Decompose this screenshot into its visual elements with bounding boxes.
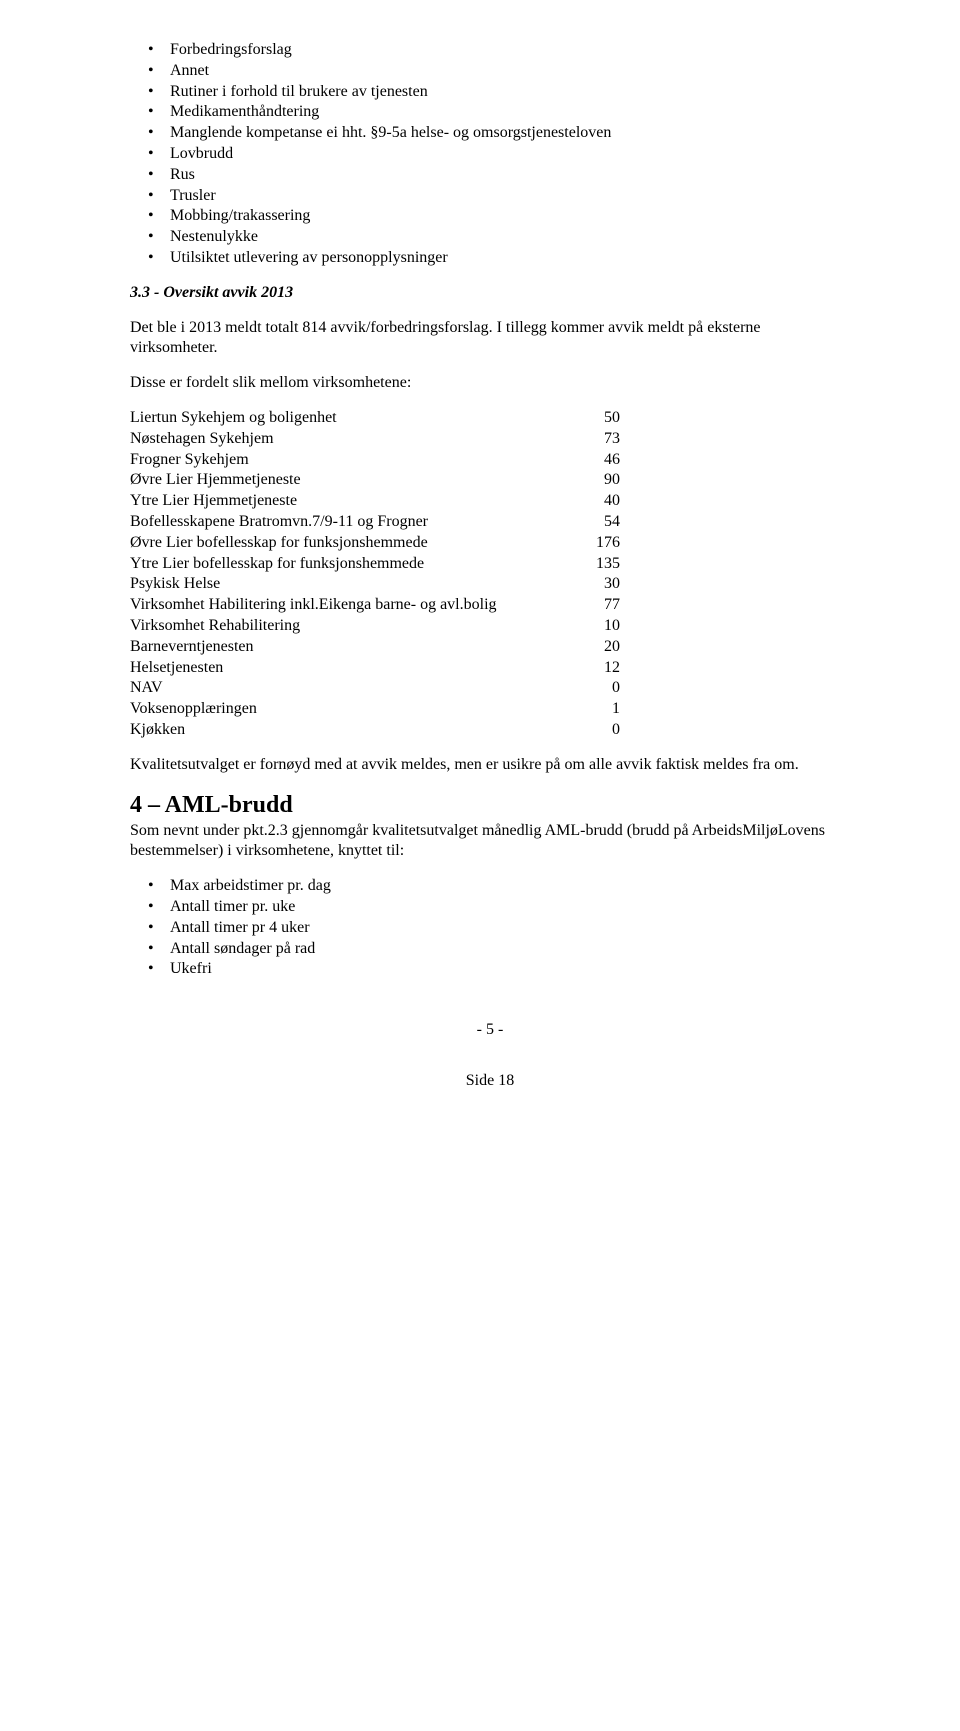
row-label: Helsetjenesten [130, 658, 560, 679]
table-row: Øvre Lier Hjemmetjeneste90 [130, 470, 850, 491]
paragraph-1: Det ble i 2013 meldt totalt 814 avvik/fo… [130, 318, 850, 360]
bullet-item: Ukefri [130, 959, 850, 980]
row-value: 20 [560, 637, 620, 658]
row-label: Barneverntjenesten [130, 637, 560, 658]
table-row: Virksomhet Rehabilitering10 [130, 616, 850, 637]
bullet-item: Mobbing/trakassering [130, 206, 850, 227]
row-label: Kjøkken [130, 720, 560, 741]
row-label: Virksomhet Rehabilitering [130, 616, 560, 637]
section-4-heading: 4 – AML-brudd [130, 790, 850, 821]
row-label: NAV [130, 678, 560, 699]
row-label: Psykisk Helse [130, 574, 560, 595]
bullet-item: Trusler [130, 186, 850, 207]
row-label: Bofellesskapene Bratromvn.7/9-11 og Frog… [130, 512, 560, 533]
table-row: Nøstehagen Sykehjem73 [130, 429, 850, 450]
table-row: NAV0 [130, 678, 850, 699]
row-value: 10 [560, 616, 620, 637]
bullet-item: Rutiner i forhold til brukere av tjenest… [130, 82, 850, 103]
bullet-item: Max arbeidstimer pr. dag [130, 876, 850, 897]
table-row: Voksenopplæringen1 [130, 699, 850, 720]
paragraph-4: Som nevnt under pkt.2.3 gjennomgår kvali… [130, 821, 850, 863]
bullet-item: Nestenulykke [130, 227, 850, 248]
table-row: Frogner Sykehjem46 [130, 450, 850, 471]
table-row: Øvre Lier bofellesskap for funksjonshemm… [130, 533, 850, 554]
row-label: Voksenopplæringen [130, 699, 560, 720]
bullet-item: Annet [130, 61, 850, 82]
bullet-item: Utilsiktet utlevering av personopplysnin… [130, 248, 850, 269]
row-value: 46 [560, 450, 620, 471]
row-label: Liertun Sykehjem og boligenhet [130, 408, 560, 429]
table-row: Liertun Sykehjem og boligenhet50 [130, 408, 850, 429]
row-label: Frogner Sykehjem [130, 450, 560, 471]
row-value: 50 [560, 408, 620, 429]
row-value: 77 [560, 595, 620, 616]
row-label: Øvre Lier bofellesskap for funksjonshemm… [130, 533, 560, 554]
paragraph-3: Kvalitetsutvalget er fornøyd med at avvi… [130, 755, 850, 776]
row-label: Ytre Lier Hjemmetjeneste [130, 491, 560, 512]
table-row: Helsetjenesten12 [130, 658, 850, 679]
row-value: 30 [560, 574, 620, 595]
bullet-item: Lovbrudd [130, 144, 850, 165]
table-row: Bofellesskapene Bratromvn.7/9-11 og Frog… [130, 512, 850, 533]
table-row: Ytre Lier Hjemmetjeneste40 [130, 491, 850, 512]
page-footer: - 5 - Side 18 [130, 1020, 850, 1092]
bullet-item: Forbedringsforslag [130, 40, 850, 61]
row-label: Virksomhet Habilitering inkl.Eikenga bar… [130, 595, 560, 616]
row-label: Ytre Lier bofellesskap for funksjonshemm… [130, 554, 560, 575]
table-row: Psykisk Helse30 [130, 574, 850, 595]
footer-page-outer: Side 18 [130, 1071, 850, 1092]
row-value: 0 [560, 678, 620, 699]
row-value: 135 [560, 554, 620, 575]
table-row: Virksomhet Habilitering inkl.Eikenga bar… [130, 595, 850, 616]
bullet-item: Antall søndager på rad [130, 939, 850, 960]
bullet-list-bottom: Max arbeidstimer pr. dagAntall timer pr.… [130, 876, 850, 980]
section-3-3-heading: 3.3 - Oversikt avvik 2013 [130, 283, 850, 304]
row-value: 0 [560, 720, 620, 741]
row-value: 176 [560, 533, 620, 554]
row-value: 40 [560, 491, 620, 512]
table-row: Kjøkken0 [130, 720, 850, 741]
bullet-item: Medikamenthåndtering [130, 102, 850, 123]
paragraph-2: Disse er fordelt slik mellom virksomhete… [130, 373, 850, 394]
table-row: Barneverntjenesten20 [130, 637, 850, 658]
row-value: 73 [560, 429, 620, 450]
avvik-table: Liertun Sykehjem og boligenhet50Nøstehag… [130, 408, 850, 741]
bullet-item: Manglende kompetanse ei hht. §9-5a helse… [130, 123, 850, 144]
row-label: Øvre Lier Hjemmetjeneste [130, 470, 560, 491]
bullet-item: Antall timer pr. uke [130, 897, 850, 918]
bullet-item: Rus [130, 165, 850, 186]
table-row: Ytre Lier bofellesskap for funksjonshemm… [130, 554, 850, 575]
row-value: 1 [560, 699, 620, 720]
row-value: 90 [560, 470, 620, 491]
bullet-item: Antall timer pr 4 uker [130, 918, 850, 939]
bullet-list-top: ForbedringsforslagAnnetRutiner i forhold… [130, 40, 850, 269]
footer-page-inner: - 5 - [130, 1020, 850, 1041]
row-value: 12 [560, 658, 620, 679]
row-value: 54 [560, 512, 620, 533]
row-label: Nøstehagen Sykehjem [130, 429, 560, 450]
